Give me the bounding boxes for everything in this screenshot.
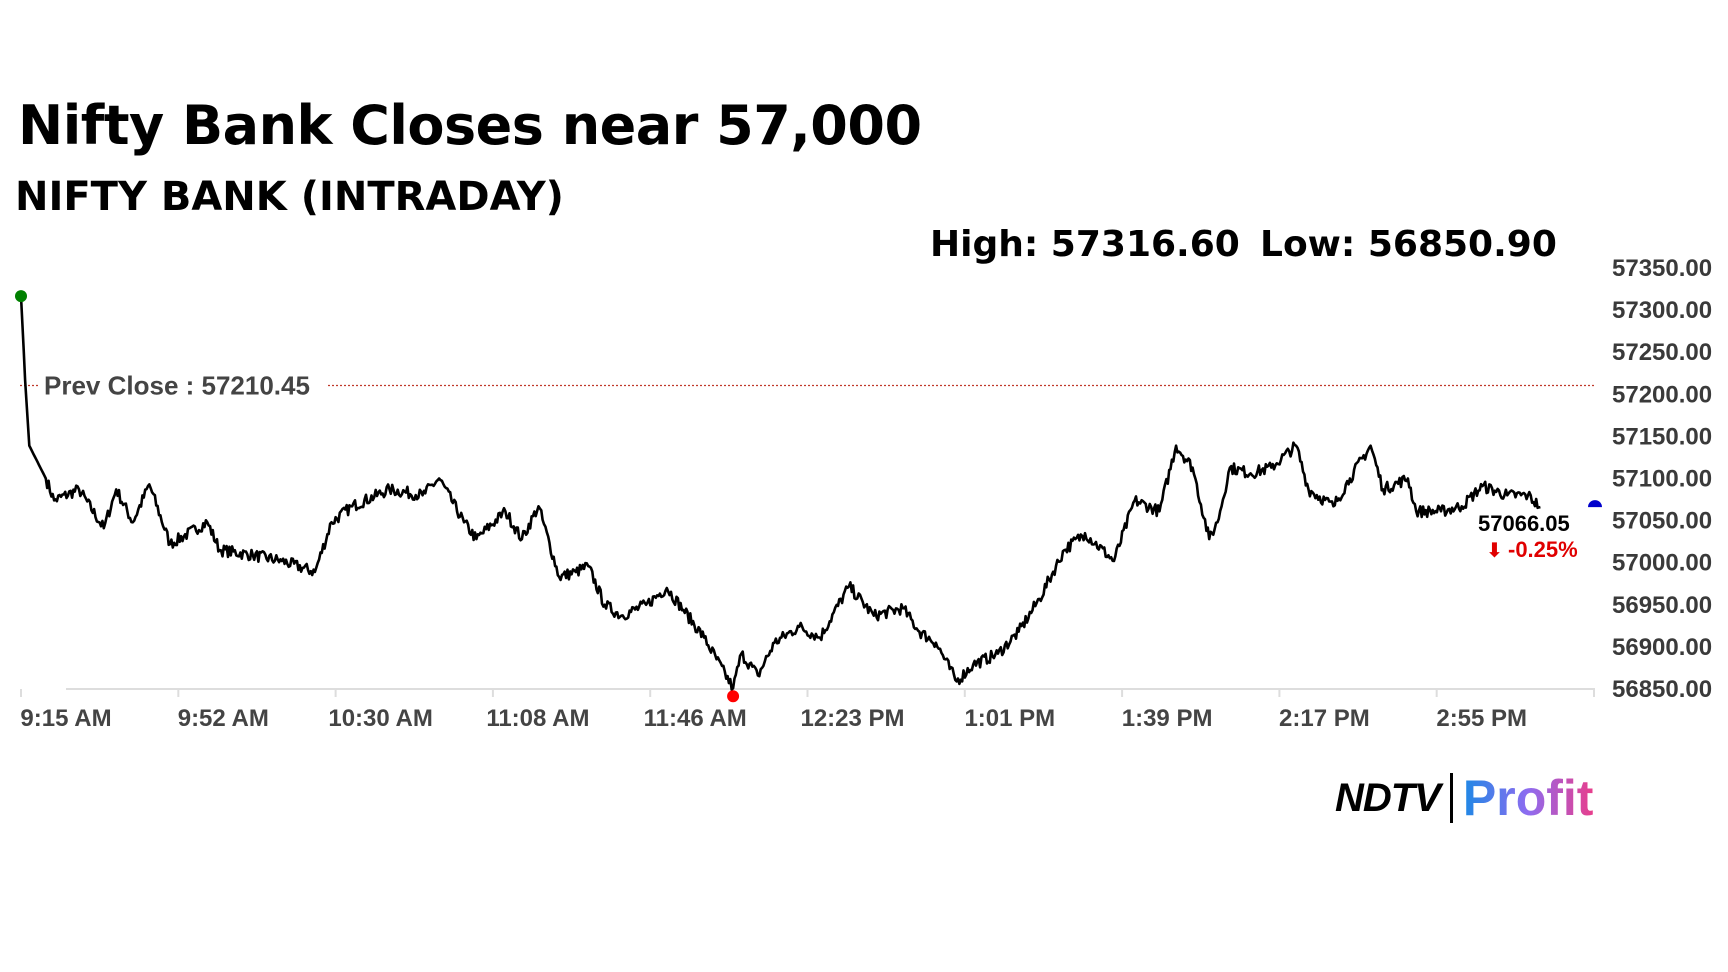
last-value-label: 57066.05: [1478, 511, 1570, 536]
chart-subtitle: NIFTY BANK (INTRADAY): [15, 174, 564, 220]
y-tick-label: 57050.00: [1612, 508, 1712, 535]
y-tick-label: 57200.00: [1612, 381, 1712, 408]
y-tick-label: 57100.00: [1612, 466, 1712, 493]
logo-profit: Profit: [1462, 770, 1594, 826]
y-tick-label: 56900.00: [1612, 634, 1712, 661]
change-percent: -0.25%: [1508, 537, 1578, 562]
ndtv-profit-logo: NDTV Profit: [1335, 770, 1593, 826]
last-marker: [1588, 500, 1602, 508]
logo-ndtv: NDTV: [1335, 775, 1441, 820]
high-value: High: 57316.60: [930, 224, 1240, 265]
x-tick-label: 2:55 PM: [1436, 705, 1527, 732]
low-value: Low: 56850.90: [1260, 224, 1557, 265]
x-tick-label: 1:01 PM: [964, 705, 1055, 732]
y-tick-label: 56950.00: [1612, 592, 1712, 619]
y-tick-label: 57000.00: [1612, 550, 1712, 577]
prev-close-label-bg: [38, 371, 328, 400]
x-tick-label: 11:08 AM: [486, 705, 589, 732]
x-axis: 9:15 AM 9:52 AM 10:30 AM 11:08 AM 11:46 AM 12…: [20, 688, 1595, 732]
high-marker: [15, 290, 27, 303]
logo-divider: [1449, 773, 1453, 823]
y-tick-label: 57250.00: [1612, 339, 1712, 366]
x-tick-label: 12:23 PM: [800, 705, 904, 732]
x-tick-label: 11:46 AM: [644, 705, 747, 732]
y-axis: 57350.00 57300.00 57250.00 57200.00 57150.00…: [1612, 255, 1712, 703]
x-tick-label: 10:30 AM: [328, 705, 432, 732]
x-tick-label: 9:15 AM: [20, 705, 111, 732]
low-marker: [727, 690, 740, 703]
x-tick-label: 2:17 PM: [1279, 705, 1370, 732]
y-tick-label: 57350.00: [1612, 255, 1712, 282]
price-line: [19, 296, 1541, 692]
x-tick-label: 9:52 AM: [178, 705, 269, 732]
y-tick-label: 57150.00: [1612, 423, 1712, 450]
prev-close-label: Prev Close : 57210.45: [44, 371, 310, 401]
page-title: Nifty Bank Closes near 57,000: [18, 94, 922, 157]
y-tick-label: 57300.00: [1612, 297, 1712, 324]
x-tick-label: 1:39 PM: [1122, 705, 1213, 732]
y-tick-label: 56850.00: [1612, 676, 1712, 703]
down-arrow-icon: ⬇: [1486, 538, 1503, 562]
